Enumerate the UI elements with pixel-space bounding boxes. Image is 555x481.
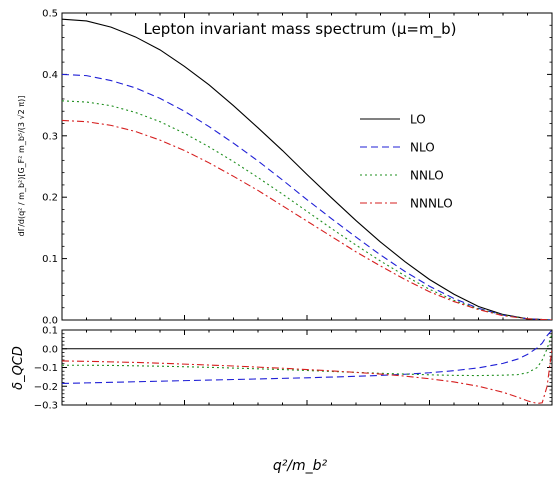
bottom-ytick-label: −0.1 [34,363,58,374]
top-ytick-label: 0.0 [42,316,58,327]
top-series-line-nlo [62,73,552,320]
legend-label-nnnlo: NNNLO [410,197,453,211]
top-y-axis-label: dΓ/d(q² / m_b²)[G_F² m_b⁵/(3 √2 π)] [17,96,26,237]
legend-label-lo: LO [410,113,426,127]
bottom-series-line-2 [62,333,552,377]
bottom-axis-ticks: −0.3 −0.2 −0.1 0.0 0.1 [34,326,553,412]
top-plot-frame [61,12,553,321]
bottom-ytick-label: 0.1 [42,326,58,337]
top-ytick-label: 0.3 [42,131,58,142]
top-series-group [62,18,552,320]
chart-title: Lepton invariant mass spectrum (μ=m_b) [143,20,456,39]
top-ytick-label: 0.5 [42,9,58,20]
bottom-y-axis-label: δ_QCD [11,346,26,390]
bottom-series-line-3 [62,348,552,405]
top-panel: 0.0 0.1 0.2 0.3 0.4 0.5 Lepton invariant mass… [17,9,553,327]
bottom-ytick-label: −0.2 [34,382,58,393]
top-ytick-label: 0.2 [42,193,58,204]
top-series-line-lo [62,18,552,320]
legend-label-nnlo: NNLO [410,169,444,183]
legend: LO NLO NNLO NNNLO [360,113,453,211]
bottom-panel: −0.3 −0.2 −0.1 0.0 0.1 δ_QCD q²/m_b² [11,326,553,474]
bottom-series-group [62,330,552,405]
top-series-line-nnlo [62,100,552,320]
top-axis-ticks: 0.0 0.1 0.2 0.3 0.4 0.5 [42,9,553,327]
top-ytick-label: 0.4 [42,70,58,81]
x-axis-label: q²/m_b² [273,458,328,474]
top-ytick-label: 0.1 [42,254,58,265]
bottom-ytick-label: −0.3 [34,401,58,412]
top-series-line-nnnlo [62,119,552,320]
bottom-series-line-1 [62,330,552,384]
legend-label-nlo: NLO [410,141,435,155]
bottom-ytick-label: 0.0 [42,344,58,355]
bottom-plot-frame [61,329,553,406]
